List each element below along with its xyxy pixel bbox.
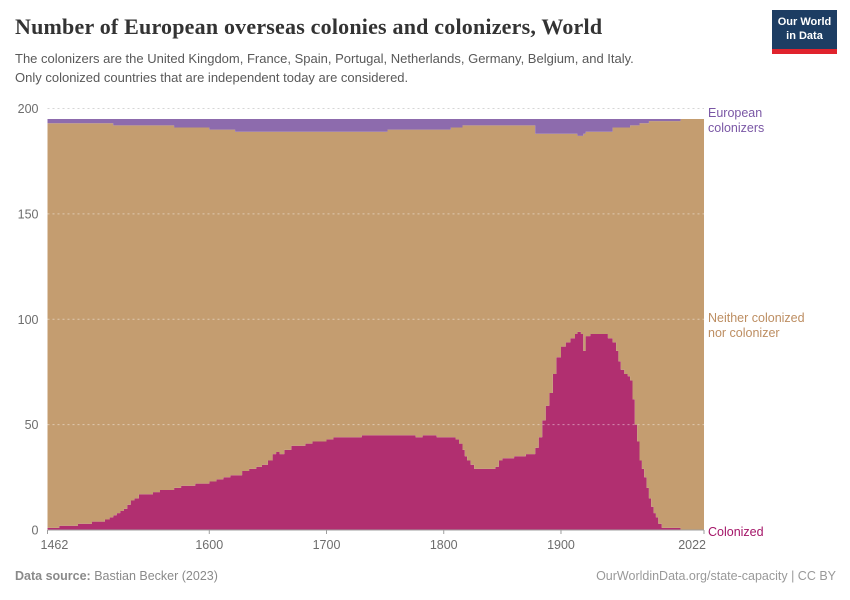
series-area-european-colonizers[interactable] — [47, 119, 705, 136]
x-tick-label-1462: 1462 — [41, 538, 69, 552]
series-area-neither-colonized-nor-colonizer[interactable] — [47, 119, 705, 530]
y-tick-label-0: 0 — [32, 524, 39, 538]
y-tick-label-150: 150 — [18, 207, 39, 221]
owid-logo-line-2: in Data — [786, 29, 823, 42]
y-tick-label-50: 50 — [25, 418, 39, 432]
subtitle-line-2: Only colonized countries that are indepe… — [15, 69, 409, 85]
data-source-label: Data source: — [15, 569, 91, 583]
x-tick-label-1600: 1600 — [195, 538, 223, 552]
data-source-value: Bastian Becker (2023) — [90, 569, 218, 583]
owid-logo-line-1: Our World — [777, 16, 832, 28]
chart-title: Number of European overseas colonies and… — [15, 14, 603, 39]
x-tick-label-2022: 2022 — [678, 538, 706, 552]
series-label-european-colonizers[interactable]: European colonizers — [708, 106, 765, 135]
chart-subtitle: The colonizers are the United Kingdom, F… — [15, 50, 715, 88]
x-tick-label-1900: 1900 — [547, 538, 575, 552]
x-tick-label-1800: 1800 — [430, 538, 458, 552]
x-tick-label-1700: 1700 — [313, 538, 341, 552]
y-tick-label-200: 200 — [18, 102, 39, 116]
series-label-colonized[interactable]: Colonized — [708, 525, 764, 539]
series-label-neither-colonized-nor-colonizer[interactable]: Neither colonized nor colonizer — [708, 311, 805, 340]
owid-logo[interactable]: Our World in Data — [772, 10, 837, 54]
subtitle-line-1: The colonizers are the United Kingdom, F… — [15, 51, 634, 66]
owid-url-license-link[interactable]: OurWorldinData.org/state-capacity | CC B… — [596, 569, 836, 583]
data-source-note: Data source: Bastian Becker (2023) — [15, 569, 218, 583]
series-area-colonized[interactable] — [47, 331, 705, 530]
y-tick-label-100: 100 — [18, 313, 39, 327]
